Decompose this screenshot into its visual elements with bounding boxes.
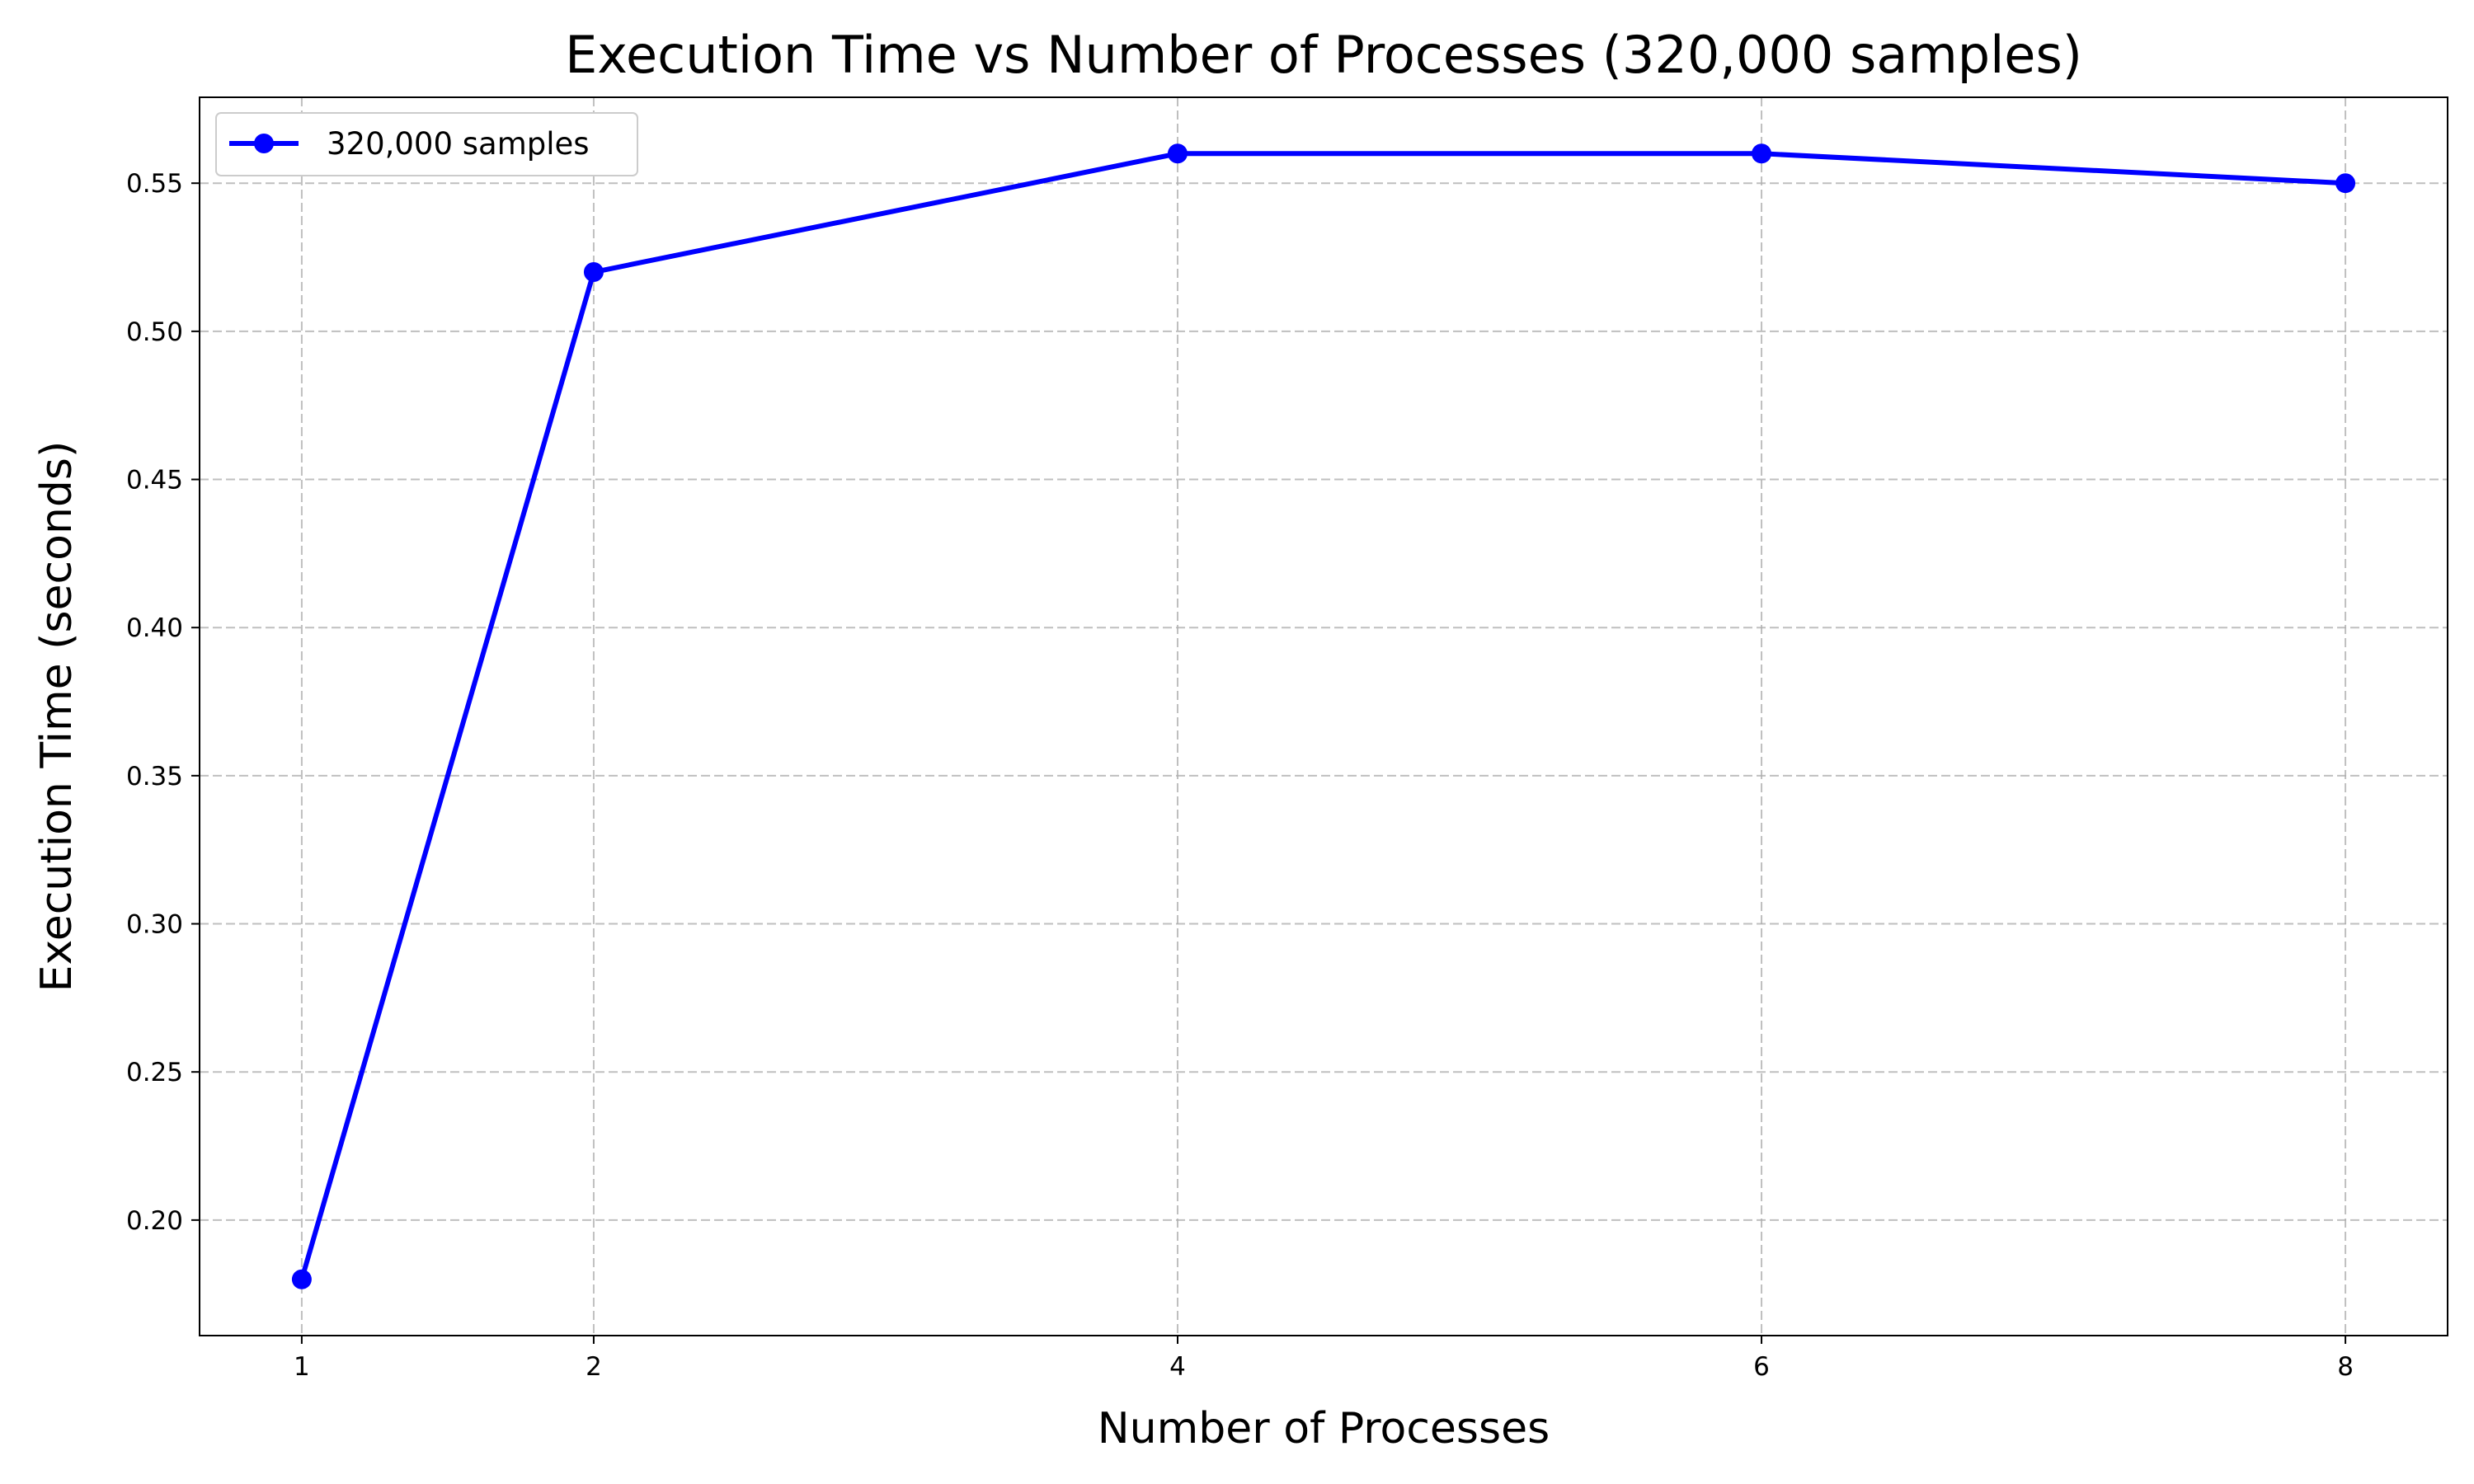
legend: 320,000 samples: [215, 112, 638, 176]
y-tick-label: 0.20: [126, 1206, 183, 1236]
series-line: [299, 151, 2346, 1280]
x-tick-label: 8: [2337, 1352, 2354, 1382]
series-layer: [291, 143, 2356, 1289]
data-point: [291, 1269, 312, 1289]
legend-marker: [254, 134, 274, 153]
chart-title: Execution Time vs Number of Processes (3…: [565, 25, 2082, 85]
y-tick-label: 0.25: [126, 1058, 183, 1087]
y-axis-title: Execution Time (seconds): [32, 441, 82, 993]
y-tick-label: 0.45: [126, 466, 183, 495]
data-point: [583, 262, 604, 283]
legend-label: 320,000 samples: [327, 126, 590, 162]
y-tick-label: 0.30: [126, 910, 183, 940]
data-point: [1752, 143, 1772, 164]
data-point: [2335, 173, 2356, 194]
y-tick-label: 0.50: [126, 317, 183, 347]
x-tick-label: 6: [1753, 1352, 1770, 1382]
x-axis-title: Number of Processes: [1098, 1404, 1550, 1453]
y-tick-label: 0.40: [126, 613, 183, 643]
x-tick-label: 1: [294, 1352, 310, 1382]
y-tick-label: 0.35: [126, 762, 183, 791]
plot-frame: [199, 96, 2448, 1336]
legend-box: [215, 112, 638, 176]
grid: [200, 97, 2448, 1336]
data-point: [1167, 143, 1188, 164]
x-tick-label: 4: [1169, 1352, 1186, 1382]
y-tick-label: 0.55: [126, 169, 183, 199]
axis-ticks: 1 2 4 6 8 0.20 0.25 0.30 0.35 0.40 0.45 0.50 0.55: [126, 169, 2354, 1382]
x-tick-label: 2: [586, 1352, 602, 1382]
